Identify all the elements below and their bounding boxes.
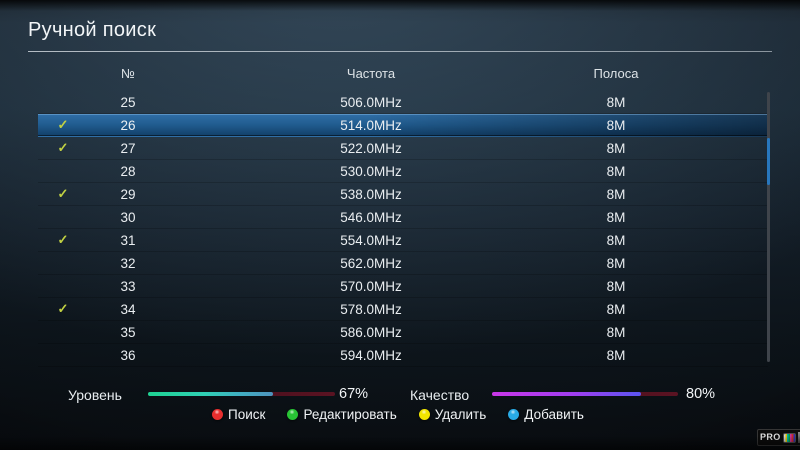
channel-bandwidth: 8M <box>606 163 626 179</box>
add-button-icon <box>508 409 520 420</box>
table-row[interactable]: 32 562.0MHz 8M <box>38 252 768 275</box>
channel-bandwidth: 8M <box>606 117 626 133</box>
channel-frequency: 514.0MHz <box>340 117 402 133</box>
quality-label: Качество <box>410 387 470 403</box>
table-row[interactable]: ✓ 26 514.0MHz 8M <box>38 114 768 137</box>
channel-number: 28 <box>120 163 136 179</box>
channel-bandwidth: 8M <box>606 94 626 110</box>
channel-number: 30 <box>120 209 136 225</box>
legend-label: Редактировать <box>303 407 397 422</box>
channel-table-body: 25 506.0MHz 8M ✓ 26 514.0MHz 8M ✓ 27 522.0MHz 8M 28… <box>38 91 768 367</box>
legend-item-add[interactable]: Добавить <box>508 407 584 422</box>
table-row[interactable]: 25 506.0MHz 8M <box>38 91 768 114</box>
channel-frequency: 546.0MHz <box>340 209 402 225</box>
channel-bandwidth: 8M <box>606 301 626 317</box>
title-divider <box>28 51 772 52</box>
channel-number: 34 <box>120 301 136 317</box>
checkmark-icon: ✓ <box>57 232 69 247</box>
channel-frequency: 562.0MHz <box>340 255 402 271</box>
channel-bandwidth: 8M <box>606 278 626 294</box>
page-title: Ручной поиск <box>28 19 157 41</box>
level-meter-fill <box>148 392 274 396</box>
table-header-row: № Частота Полоса <box>38 62 768 84</box>
checkmark-icon: ✓ <box>57 117 69 132</box>
channel-frequency: 554.0MHz <box>340 232 402 248</box>
logo-side-strip <box>797 432 800 443</box>
scrollbar-thumb[interactable] <box>767 138 770 185</box>
legend-label: Удалить <box>434 407 487 422</box>
channel-frequency: 522.0MHz <box>340 140 402 156</box>
quality-meter <box>492 392 678 396</box>
pro-tv-logo: PRO <box>757 429 800 446</box>
channel-frequency: 506.0MHz <box>340 94 402 110</box>
column-header-frequency: Частота <box>346 65 396 81</box>
legend: Поиск Редактировать Удалить Добавить <box>0 407 796 422</box>
channel-number: 31 <box>120 232 136 248</box>
channel-number: 35 <box>120 324 136 340</box>
legend-label: Поиск <box>228 407 266 422</box>
channel-frequency: 578.0MHz <box>340 301 402 317</box>
channel-number: 27 <box>120 140 136 156</box>
channel-bandwidth: 8M <box>606 232 626 248</box>
column-header-bandwidth: Полоса <box>593 65 639 81</box>
checkmark-icon: ✓ <box>57 301 69 316</box>
channel-bandwidth: 8M <box>606 255 626 271</box>
logo-text: PRO <box>760 432 781 442</box>
table-row[interactable]: 35 586.0MHz 8M <box>38 321 768 344</box>
table-row[interactable]: 33 570.0MHz 8M <box>38 275 768 298</box>
channel-table: № Частота Полоса 25 506.0MHz 8M ✓ 26 514.0MHz… <box>38 62 768 367</box>
delete-button-icon <box>418 409 430 420</box>
channel-number: 33 <box>120 278 136 294</box>
channel-frequency: 594.0MHz <box>340 347 402 363</box>
quality-value: 80% <box>686 386 716 402</box>
quality-meter-fill <box>492 392 641 396</box>
channel-number: 25 <box>120 94 136 110</box>
legend-item-search[interactable]: Поиск <box>212 407 265 422</box>
channel-number: 32 <box>120 255 136 271</box>
channel-number: 36 <box>120 347 136 363</box>
scrollbar[interactable] <box>767 92 770 362</box>
channel-number: 29 <box>120 186 136 202</box>
table-row[interactable]: ✓ 34 578.0MHz 8M <box>38 298 768 321</box>
table-row[interactable]: 28 530.0MHz 8M <box>38 160 768 183</box>
level-value: 67% <box>339 386 369 402</box>
checkmark-icon: ✓ <box>57 140 69 155</box>
table-row[interactable]: ✓ 31 554.0MHz 8M <box>38 229 768 252</box>
legend-item-edit[interactable]: Редактировать <box>287 407 397 422</box>
channel-bandwidth: 8M <box>606 186 626 202</box>
table-row[interactable]: ✓ 27 522.0MHz 8M <box>38 137 768 160</box>
checkmark-icon: ✓ <box>57 186 69 201</box>
channel-bandwidth: 8M <box>606 324 626 340</box>
column-header-number: № <box>121 65 135 81</box>
edit-button-icon <box>287 409 299 420</box>
level-meter <box>148 392 335 396</box>
table-row[interactable]: 36 594.0MHz 8M <box>38 344 768 367</box>
legend-label: Добавить <box>524 407 584 422</box>
table-row[interactable]: ✓ 29 538.0MHz 8M <box>38 183 768 206</box>
channel-frequency: 530.0MHz <box>340 163 402 179</box>
legend-item-delete[interactable]: Удалить <box>418 407 487 422</box>
channel-bandwidth: 8M <box>606 209 626 225</box>
channel-number: 26 <box>120 117 136 133</box>
level-label: Уровень <box>68 387 122 403</box>
search-button-icon <box>212 409 224 420</box>
channel-frequency: 538.0MHz <box>340 186 402 202</box>
table-row[interactable]: 30 546.0MHz 8M <box>38 206 768 229</box>
channel-frequency: 586.0MHz <box>340 324 402 340</box>
channel-bandwidth: 8M <box>606 140 626 156</box>
channel-frequency: 570.0MHz <box>340 278 402 294</box>
tv-icon <box>782 432 796 443</box>
channel-bandwidth: 8M <box>606 347 626 363</box>
